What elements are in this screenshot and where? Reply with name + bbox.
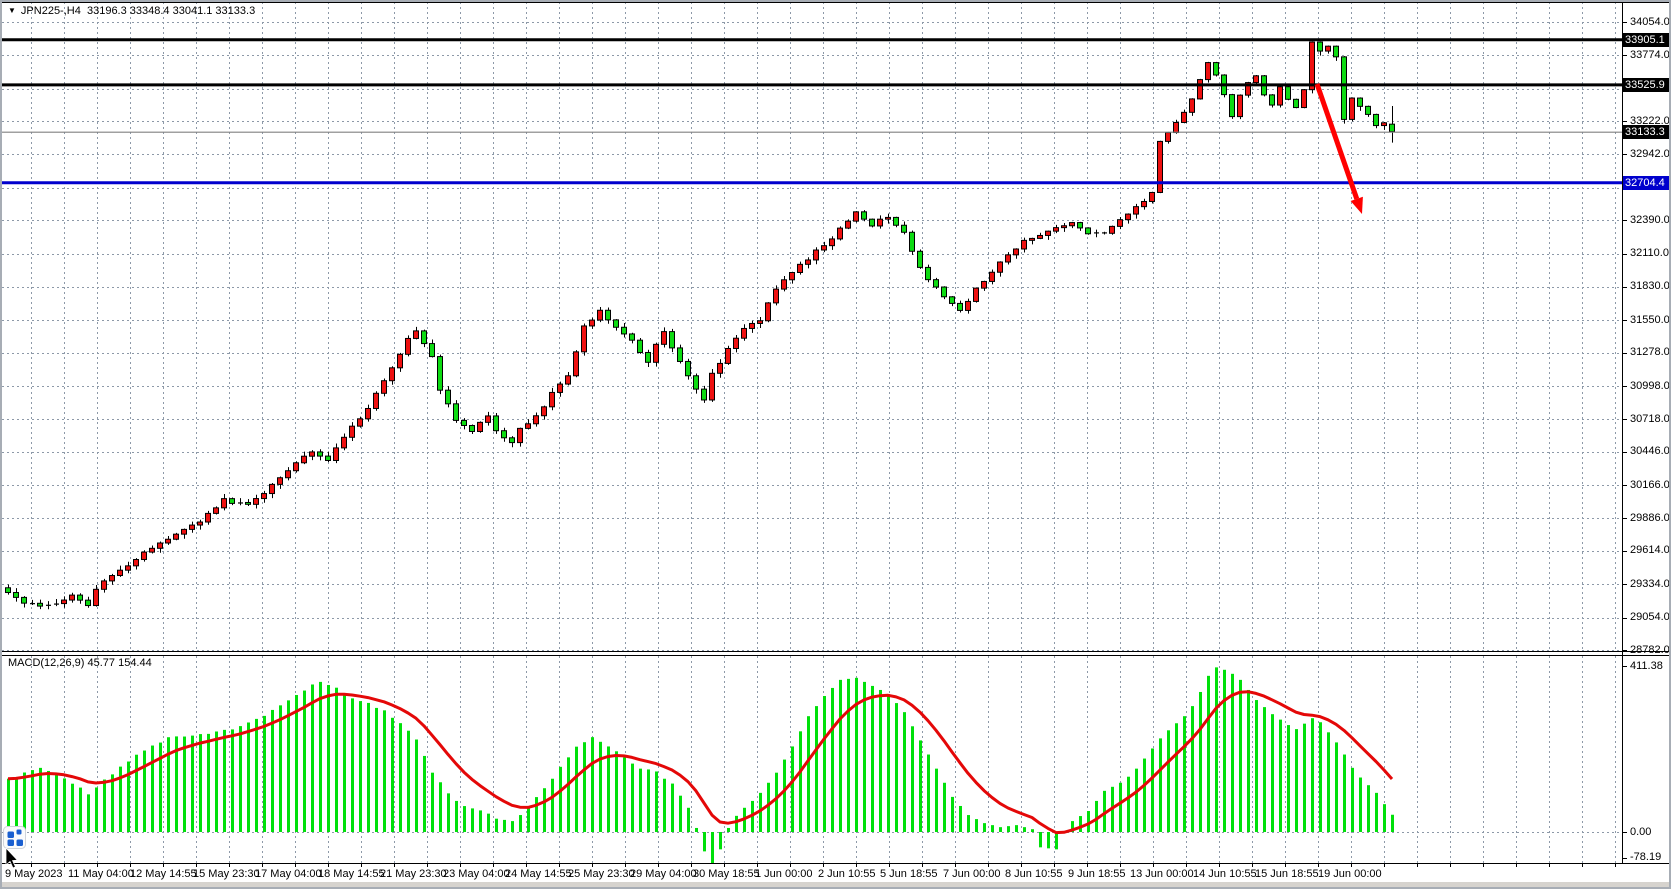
macd-name: MACD(12,26,9) <box>8 657 85 669</box>
price-tick-label: 30446.0 <box>1630 445 1670 458</box>
price-tick-label: 32942.0 <box>1630 147 1670 160</box>
time-tick-label: 13 Jun 00:00 <box>1130 868 1194 880</box>
price-tick-label: 30998.0 <box>1630 379 1670 392</box>
time-tick-label: 15 Jun 18:55 <box>1255 868 1319 880</box>
time-tick-label: 18 May 14:55 <box>318 868 385 880</box>
level-price-box: 33905.1 <box>1623 32 1671 47</box>
level-price-box: 32704.4 <box>1623 175 1671 190</box>
symbol-dropdown-icon[interactable]: ▼ <box>8 6 16 15</box>
macd-histogram <box>7 667 1394 864</box>
macd-signal-value: 154.44 <box>118 657 152 669</box>
macd-axis-label: 0.00 <box>1630 826 1652 838</box>
time-tick-label: 21 May 23:30 <box>380 868 447 880</box>
time-tick-label: 23 May 04:00 <box>443 868 510 880</box>
time-tick-label: 2 Jun 10:55 <box>818 868 876 880</box>
time-tick-label: 19 Jun 00:00 <box>1318 868 1382 880</box>
macd-indicator-label: MACD(12,26,9) 45.77 154.44 <box>8 657 152 670</box>
price-tick-label: 30166.0 <box>1630 478 1670 491</box>
mouse-cursor-icon <box>5 846 25 873</box>
price-tick-label: 29334.0 <box>1630 577 1670 590</box>
price-tick-label: 29054.0 <box>1630 611 1670 624</box>
time-tick-label: 29 May 04:00 <box>630 868 697 880</box>
time-tick-label: 25 May 23:30 <box>568 868 635 880</box>
symbol-period-label: JPN225-,H4 <box>20 5 81 17</box>
price-tick-label: 31278.0 <box>1630 346 1670 359</box>
time-tick-label: 1 Jun 00:00 <box>755 868 813 880</box>
macd-axis-label: -78.19 <box>1630 851 1662 863</box>
time-tick-label: 24 May 14:55 <box>505 868 572 880</box>
time-tick-label: 17 May 04:00 <box>255 868 322 880</box>
price-tick-label: 30718.0 <box>1630 412 1670 425</box>
drawn-arrow-object[interactable] <box>1314 83 1363 214</box>
macd-main-value: 45.77 <box>87 657 116 669</box>
blue-squares-icon <box>3 826 26 849</box>
time-tick-label: 8 Jun 10:55 <box>1005 868 1063 880</box>
time-tick-label: 12 May 14:55 <box>130 868 197 880</box>
time-tick-label: 7 Jun 00:00 <box>943 868 1001 880</box>
window-bottom-strip <box>2 882 1669 887</box>
time-tick-label: 9 Jun 18:55 <box>1068 868 1126 880</box>
price-tick-label: 33774.0 <box>1630 48 1670 61</box>
time-tick-label: 5 Jun 18:55 <box>880 868 938 880</box>
ohlc-values: 33196.3 33348.4 33041.1 33133.3 <box>86 5 256 17</box>
level-price-box: 33525.9 <box>1623 77 1671 92</box>
screenshot-tool-overlay-button[interactable] <box>3 826 26 849</box>
price-tick-label: 32390.0 <box>1630 213 1670 226</box>
price-tick-label: 31550.0 <box>1630 313 1670 326</box>
price-tick-label: 34054.0 <box>1630 15 1670 28</box>
chart-title: ▼ JPN225-,H4 33196.3 33348.4 33041.1 3313… <box>8 4 255 18</box>
bid-price-box: 33133.3 <box>1623 124 1671 139</box>
price-tick-label: 32110.0 <box>1630 247 1669 260</box>
time-tick-label: 9 May 2023 <box>5 868 63 880</box>
price-tick-label: 29614.0 <box>1630 544 1670 557</box>
time-tick-label: 14 Jun 10:55 <box>1193 868 1257 880</box>
time-tick-label: 30 May 18:55 <box>693 868 760 880</box>
price-tick-label: 31830.0 <box>1630 280 1670 293</box>
time-tick-label: 15 May 23:30 <box>193 868 260 880</box>
price-tick-label: 29886.0 <box>1630 511 1670 524</box>
macd-signal-line <box>7 690 1394 835</box>
price-tick-label: 28782.0 <box>1630 643 1670 656</box>
price-tick-label: 33222.0 <box>1630 114 1670 127</box>
time-tick-label: 11 May 04:00 <box>68 868 134 880</box>
macd-axis-label: 411.38 <box>1630 660 1663 672</box>
